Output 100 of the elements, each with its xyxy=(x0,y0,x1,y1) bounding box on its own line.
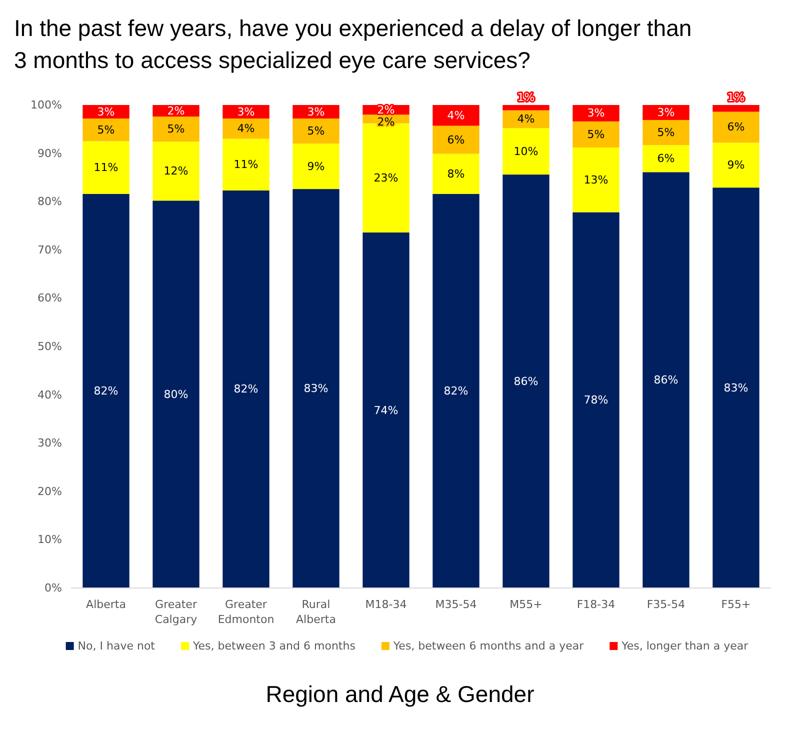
data-label: 9% xyxy=(727,158,745,172)
data-label: 4% xyxy=(447,108,465,122)
data-label: 6% xyxy=(657,152,675,166)
x-tick-label: F55+ xyxy=(721,598,751,611)
bar xyxy=(82,194,130,588)
bar xyxy=(712,105,760,112)
y-tick-label: 70% xyxy=(38,243,62,256)
bar xyxy=(432,194,480,588)
y-tick-label: 50% xyxy=(38,340,62,353)
bar xyxy=(432,105,480,126)
x-tick-label: Greater Edmonton xyxy=(218,598,274,626)
x-tick-label: Rural Alberta xyxy=(296,598,336,626)
bar xyxy=(642,105,690,120)
data-label: 3% xyxy=(587,106,605,120)
y-tick-label: 60% xyxy=(38,292,62,305)
legend-label: No, I have not xyxy=(78,640,156,652)
data-label: 78% xyxy=(584,394,608,407)
y-tick-label: 80% xyxy=(38,195,62,208)
data-label: 5% xyxy=(97,123,115,136)
y-tick-label: 0% xyxy=(44,582,62,594)
x-tick-label: Greater Calgary xyxy=(154,598,198,626)
chart-title: In the past few years, have you experienced a delay of longer than 3 months to access specialized eye care services? xyxy=(14,15,692,73)
bar xyxy=(292,118,340,144)
data-label: 74% xyxy=(374,404,398,417)
data-label: 5% xyxy=(167,122,185,136)
data-label: 6% xyxy=(727,120,745,134)
data-label: 23% xyxy=(374,171,398,184)
bar xyxy=(222,118,270,139)
data-label: 3% xyxy=(97,105,115,118)
legend-label: Yes, between 6 months and a year xyxy=(392,640,584,652)
data-label: 1% xyxy=(517,91,535,104)
x-tick-label: M55+ xyxy=(510,598,542,611)
data-label: 5% xyxy=(657,126,675,140)
data-label: 2% xyxy=(167,104,185,118)
data-label: 11% xyxy=(94,161,118,174)
bar xyxy=(222,138,270,190)
bar xyxy=(222,190,270,588)
data-label: 82% xyxy=(94,384,118,398)
data-label: 86% xyxy=(514,374,538,388)
bar xyxy=(152,200,200,588)
bar xyxy=(82,141,130,194)
data-label: 11% xyxy=(234,158,258,172)
data-label: 5% xyxy=(587,128,605,141)
data-label: 13% xyxy=(584,173,608,186)
bar xyxy=(292,189,340,588)
bar xyxy=(712,188,760,588)
data-label: 3% xyxy=(237,105,255,118)
x-tick-label: Alberta xyxy=(86,598,126,611)
data-label: 8% xyxy=(447,167,465,180)
bar xyxy=(152,116,200,142)
bar xyxy=(572,212,620,588)
y-tick-label: 40% xyxy=(38,388,62,402)
data-label: 12% xyxy=(164,164,188,178)
data-label: 86% xyxy=(654,374,678,387)
data-label: 3% xyxy=(657,106,675,119)
bar xyxy=(502,110,550,128)
bar xyxy=(432,154,480,194)
y-tick-label: 90% xyxy=(38,146,62,160)
x-tick-label: M18-34 xyxy=(365,598,407,611)
data-label: 82% xyxy=(444,384,468,398)
x-tick-label: M35-54 xyxy=(435,598,477,611)
bar xyxy=(572,105,620,122)
data-label: 82% xyxy=(234,382,258,396)
data-label: 4% xyxy=(517,112,535,126)
bar xyxy=(502,174,550,588)
legend-label: Yes, longer than a year xyxy=(620,640,749,652)
data-label: 5% xyxy=(307,124,325,138)
x-axis-title: Region and Age & Gender xyxy=(266,681,535,707)
data-label: 80% xyxy=(164,388,188,401)
bar xyxy=(152,142,200,201)
data-label: 1% xyxy=(727,91,745,104)
y-tick-label: 30% xyxy=(38,436,62,450)
data-label: 4% xyxy=(237,122,255,136)
x-tick-label: F18-34 xyxy=(576,598,616,611)
y-tick-label: 20% xyxy=(38,484,62,498)
data-label: 6% xyxy=(447,133,465,146)
bar xyxy=(712,142,760,188)
bar xyxy=(432,126,480,154)
data-label: 83% xyxy=(304,382,328,396)
bar xyxy=(572,148,620,212)
bar xyxy=(502,128,550,175)
legend-label: Yes, between 3 and 6 months xyxy=(192,640,356,652)
bar xyxy=(82,118,130,142)
bar xyxy=(292,144,340,190)
data-label: 10% xyxy=(514,144,538,158)
bar xyxy=(642,172,690,588)
bar xyxy=(572,121,620,148)
bar xyxy=(642,145,690,172)
data-label: 83% xyxy=(724,381,748,394)
data-label: 2% xyxy=(377,103,395,116)
x-tick-label: F35-54 xyxy=(646,598,686,611)
bar xyxy=(712,112,760,143)
bar xyxy=(362,232,410,588)
y-tick-label: 10% xyxy=(38,533,62,546)
bar xyxy=(642,120,690,146)
data-label: 9% xyxy=(307,160,325,173)
bar xyxy=(502,105,550,110)
data-label: 3% xyxy=(307,105,325,118)
data-label: 2% xyxy=(377,115,395,128)
y-tick-label: 100% xyxy=(30,98,62,112)
